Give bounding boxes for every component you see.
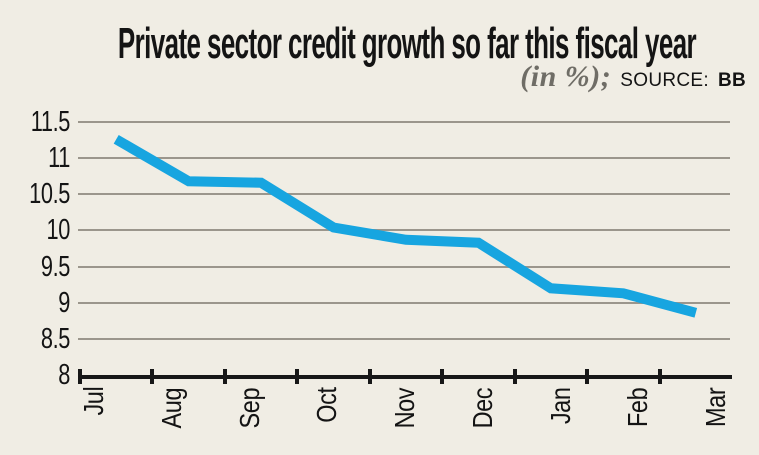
- x-axis-label: Dec: [467, 384, 499, 454]
- x-axis-label: Sep: [234, 384, 266, 454]
- x-axis-tick: [295, 369, 300, 384]
- x-axis-label-text: Jul: [78, 386, 109, 416]
- x-axis-tick: [222, 369, 227, 384]
- x-axis-tick: [367, 369, 372, 384]
- chart-title-text: Private sector credit growth so far this…: [117, 19, 697, 68]
- gridline: [78, 301, 730, 304]
- source-value: BB: [717, 70, 746, 91]
- x-axis-label: Jul: [78, 384, 110, 454]
- x-axis-tick: [657, 369, 662, 384]
- gridline: [78, 157, 730, 160]
- gridline: [78, 193, 730, 196]
- y-axis-tick-label: 9: [58, 286, 70, 319]
- x-axis-label: Feb: [622, 384, 654, 454]
- chart-title: Private sector credit growth so far this…: [78, 22, 736, 66]
- y-axis-tick-label: 11: [48, 142, 70, 175]
- x-axis-label-text: Mar: [700, 387, 731, 427]
- trend-chart: [113, 134, 698, 318]
- x-axis-tick: [585, 369, 590, 384]
- x-axis-label-text: Jan: [544, 387, 576, 425]
- x-axis-label-text: Nov: [389, 387, 420, 429]
- y-axis: 11.5 11 10.5 10 9.5 9 8.5 8: [0, 106, 74, 391]
- x-axis-tick: [78, 369, 82, 384]
- x-axis-label-text: Oct: [311, 387, 343, 423]
- credit-growth-line: [113, 134, 698, 318]
- x-axis-label-text: Sep: [233, 387, 265, 429]
- gridline: [78, 121, 730, 123]
- y-axis-tick-label: 9.5: [40, 250, 70, 283]
- y-axis-tick-label: 11.5: [30, 106, 71, 138]
- x-axis-label: Jan: [545, 384, 577, 454]
- source-label: SOURCE:: [620, 70, 709, 91]
- x-axis-line: [78, 375, 732, 379]
- x-axis-tick: [512, 369, 517, 384]
- x-axis-label: Nov: [389, 384, 421, 454]
- gridline: [78, 337, 730, 340]
- unit-note: (in %);: [520, 60, 612, 93]
- x-axis-label-text: Dec: [466, 387, 498, 429]
- y-axis-tick-label: 10.5: [29, 178, 70, 211]
- chart-subtitle: (in %); SOURCE: BB: [520, 60, 746, 94]
- x-axis-tick: [150, 369, 155, 384]
- y-axis-tick-label: 8.5: [40, 322, 70, 355]
- x-axis: Jul Aug Sep Oct Nov Dec Jan Feb Mar: [0, 384, 759, 455]
- x-axis-label-text: Feb: [622, 387, 654, 428]
- plot-area: [78, 121, 732, 384]
- x-axis-label: Mar: [700, 384, 732, 454]
- gridline: [78, 229, 730, 232]
- x-axis-tick: [440, 369, 445, 384]
- x-axis-label: Aug: [156, 384, 188, 454]
- x-axis-label: Oct: [311, 384, 343, 454]
- y-axis-tick-label: 10: [46, 214, 71, 247]
- x-axis-label-text: Aug: [155, 387, 187, 429]
- y-axis-tick-label: 8: [58, 359, 70, 391]
- gridline: [78, 265, 730, 268]
